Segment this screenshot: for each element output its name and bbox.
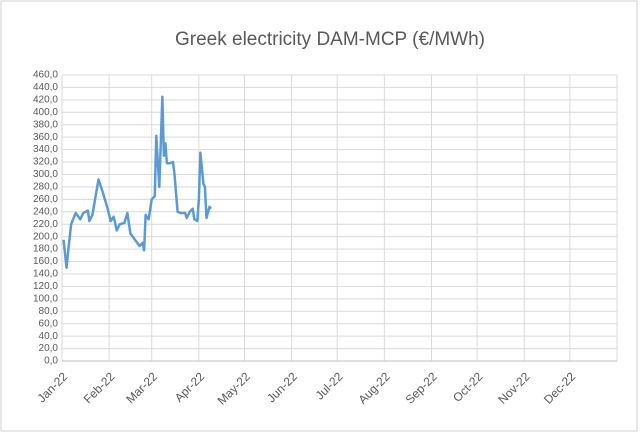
y-tick-label: 20,0 xyxy=(39,343,59,354)
y-tick-label: 400,0 xyxy=(33,107,58,118)
y-tick-label: 120,0 xyxy=(33,281,58,292)
y-tick-label: 340,0 xyxy=(33,144,58,155)
y-tick-label: 300,0 xyxy=(33,169,58,180)
line-series xyxy=(62,95,212,269)
y-tick-label: 100,0 xyxy=(33,293,58,304)
y-tick-label: 420,0 xyxy=(33,95,58,106)
y-tick-label: 140,0 xyxy=(33,269,58,280)
y-tick-label: 80,0 xyxy=(39,306,59,317)
y-tick-label: 160,0 xyxy=(33,256,58,267)
y-tick-label: 320,0 xyxy=(33,157,58,168)
y-tick-label: 60,0 xyxy=(39,318,59,329)
y-tick-label: 460,0 xyxy=(33,70,58,81)
y-tick-label: 440,0 xyxy=(33,82,58,93)
chart-title: Greek electricity DAM-MCP (€/MWh) xyxy=(175,29,485,50)
y-tick-label: 240,0 xyxy=(33,206,58,217)
y-tick-label: 260,0 xyxy=(33,194,58,205)
y-tick-label: 180,0 xyxy=(33,244,58,255)
y-tick-label: 0,0 xyxy=(44,356,58,367)
y-tick-label: 220,0 xyxy=(33,219,58,230)
y-tick-label: 280,0 xyxy=(33,182,58,193)
y-tick-label: 200,0 xyxy=(33,231,58,242)
y-tick-label: 380,0 xyxy=(33,119,58,130)
y-tick-label: 360,0 xyxy=(33,132,58,143)
y-tick-label: 40,0 xyxy=(39,331,59,342)
